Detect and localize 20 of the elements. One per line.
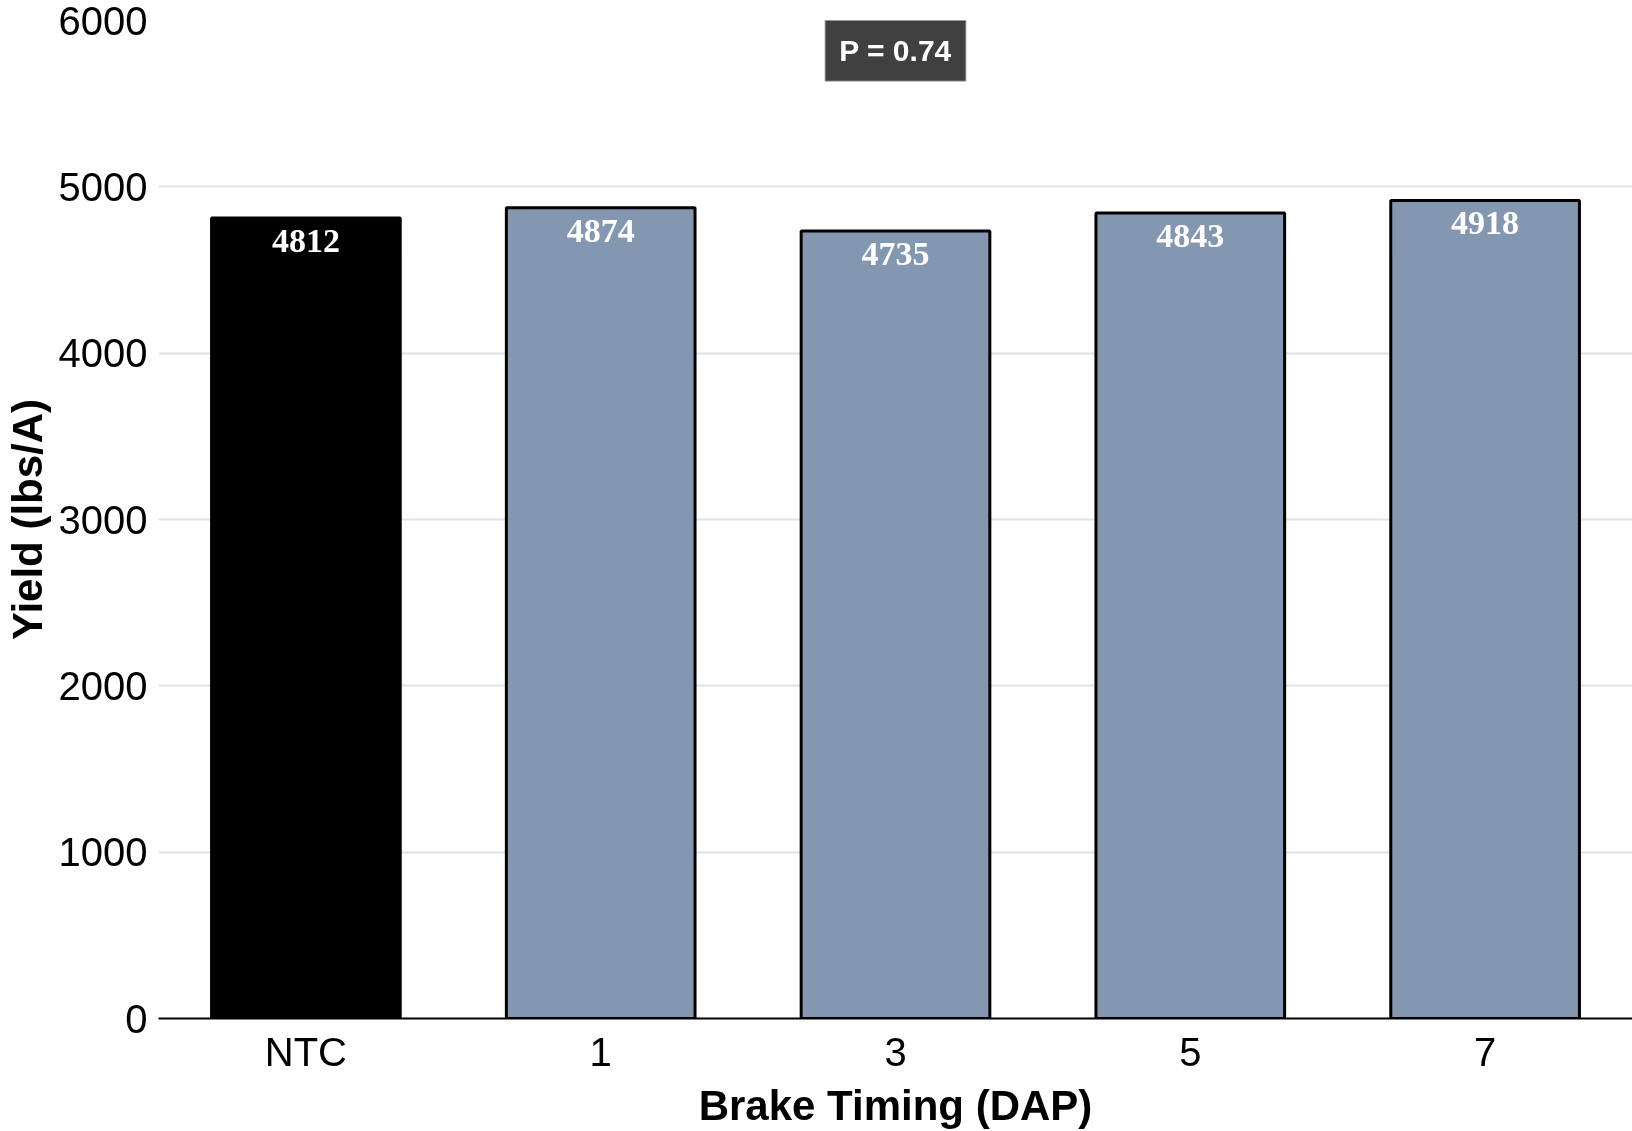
data-label: 4874: [566, 211, 635, 249]
x-axis-title: Brake Timing (DAP): [698, 1081, 1093, 1129]
y-tick-label: 2000: [58, 663, 148, 708]
y-tick-label: 0: [125, 996, 148, 1041]
y-tick-label: 5000: [58, 164, 148, 209]
y-axis-title: Yield (lbs/A): [3, 398, 51, 641]
x-tick-label: 5: [1179, 1029, 1202, 1074]
data-label: 4918: [1451, 204, 1520, 242]
data-label: 4812: [271, 222, 340, 260]
y-tick-label: 1000: [58, 830, 148, 875]
x-tick-label: 3: [884, 1029, 907, 1074]
x-tick-label: 7: [1473, 1029, 1497, 1074]
data-label: 4735: [861, 234, 930, 272]
y-tick-label: 3000: [58, 497, 148, 542]
annotation: P = 0.74: [839, 34, 952, 67]
y-tick-label: 4000: [58, 331, 148, 376]
y-tick-label: 6000: [58, 0, 148, 43]
x-tick-label: 1: [589, 1029, 612, 1074]
data-label: 4843: [1156, 216, 1225, 254]
x-tick-label: NTC: [264, 1029, 348, 1074]
